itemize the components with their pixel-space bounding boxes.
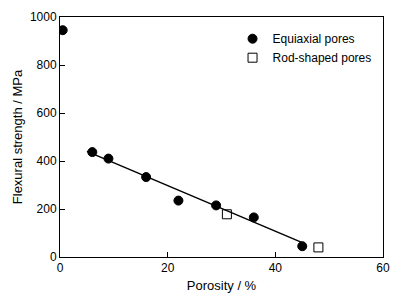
svg-text:20: 20 [161,261,175,275]
svg-text:40: 40 [269,261,283,275]
svg-text:Flexural strength / MPa: Flexural strength / MPa [10,69,25,204]
svg-text:Porosity / %: Porosity / % [187,278,257,293]
svg-text:1000: 1000 [30,10,57,24]
svg-text:0: 0 [50,250,57,264]
svg-text:800: 800 [37,58,57,72]
svg-text:400: 400 [37,154,57,168]
svg-text:0: 0 [57,261,64,275]
svg-text:60: 60 [376,261,390,275]
svg-text:600: 600 [37,106,57,120]
svg-text:Equiaxial pores: Equiaxial pores [273,32,355,46]
svg-text:200: 200 [37,202,57,216]
svg-text:Rod-shaped pores: Rod-shaped pores [273,51,372,65]
